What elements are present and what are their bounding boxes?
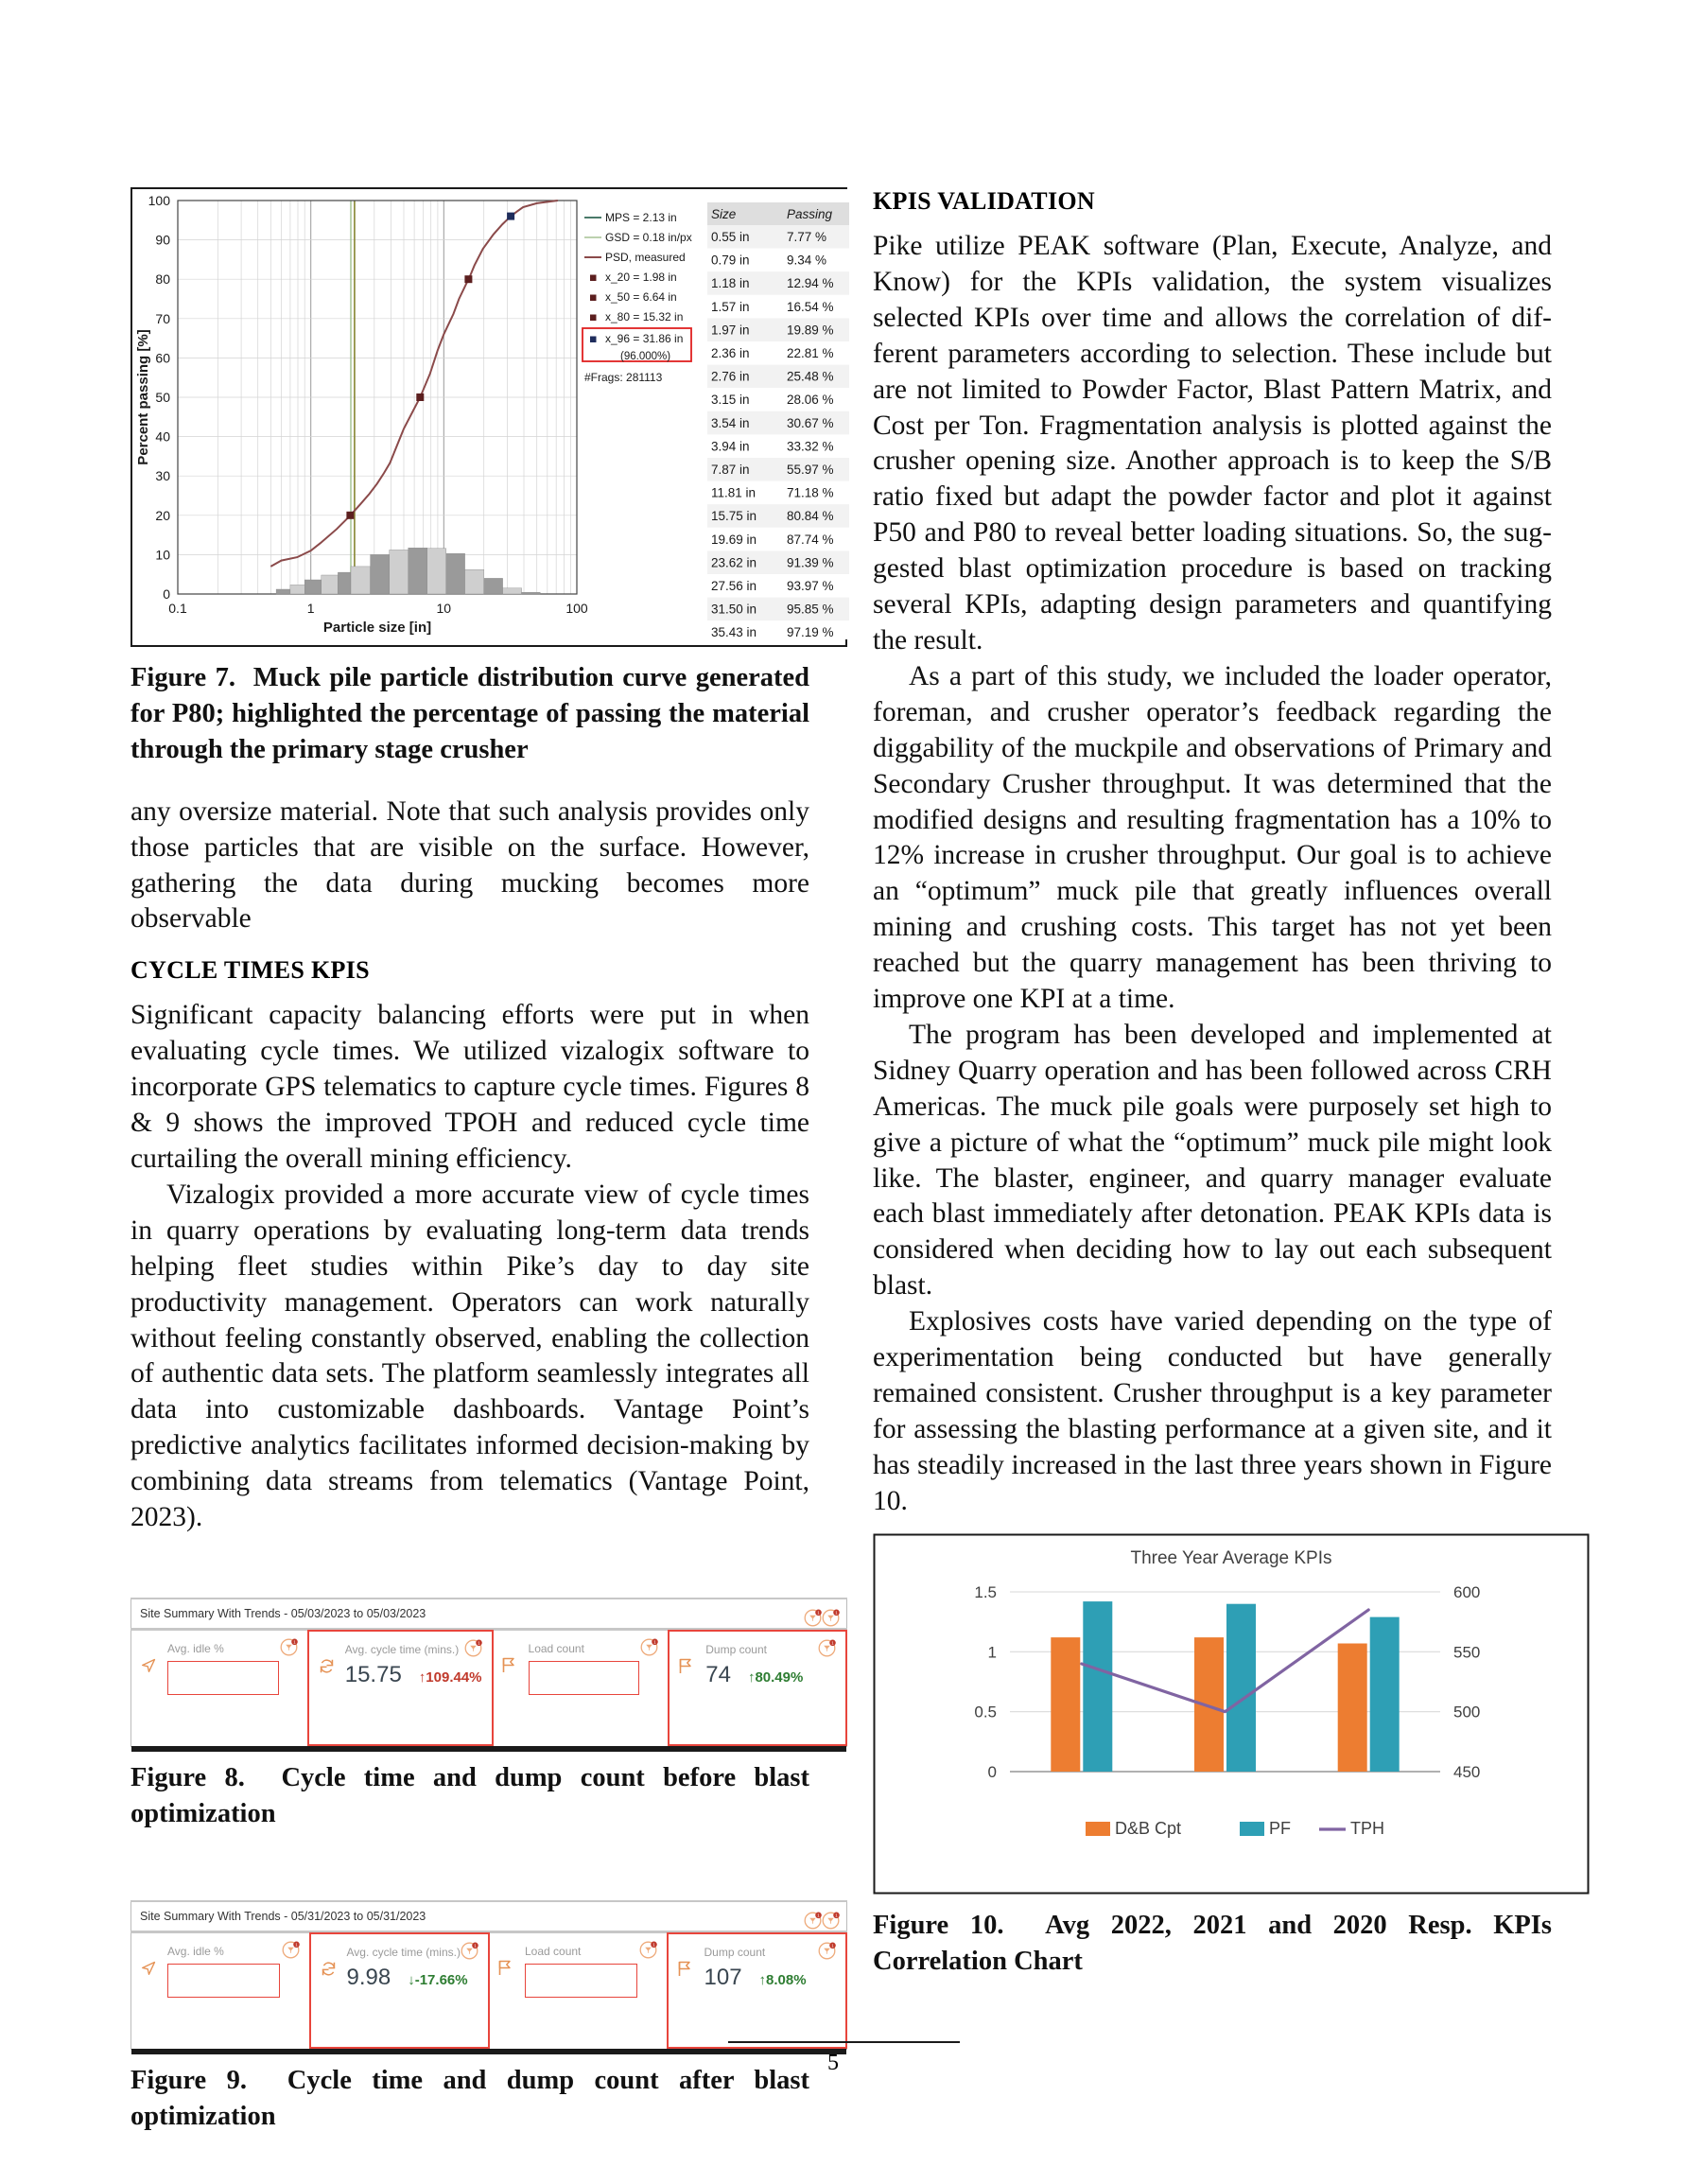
svg-text:10: 10 [437,601,452,616]
svg-text:95.85 %: 95.85 % [787,603,834,617]
svg-text:19.89 %: 19.89 % [787,323,834,337]
svg-text:MPS = 2.13 in: MPS = 2.13 in [605,211,677,224]
svg-text:0: 0 [988,1763,997,1781]
svg-text:Particle size [in]: Particle size [in] [323,620,431,636]
svg-text:7.77 %: 7.77 % [787,230,826,244]
svg-text:600: 600 [1453,1583,1480,1601]
svg-text:1: 1 [988,1643,997,1661]
svg-text:450: 450 [1453,1763,1480,1781]
svg-text:3.15 in: 3.15 in [711,393,750,407]
svg-text:7.87 in: 7.87 in [711,463,750,477]
svg-text:16.54 %: 16.54 % [787,300,834,314]
svg-text:93.97 %: 93.97 % [787,579,834,593]
svg-text:x_50 = 6.64 in: x_50 = 6.64 in [605,290,677,304]
svg-text:2.76 in: 2.76 in [711,370,750,384]
svg-text:31.50 in: 31.50 in [711,603,757,617]
svg-text:80: 80 [155,271,170,287]
svg-text:0.5: 0.5 [974,1703,997,1721]
svg-text:x_20 = 1.98 in: x_20 = 1.98 in [605,271,677,284]
svg-text:9.34 %: 9.34 % [787,253,826,268]
svg-text:PF: PF [1269,1819,1291,1838]
svg-text:80.84 %: 80.84 % [787,509,834,523]
svg-text:2.36 in: 2.36 in [711,346,750,360]
svg-text:11.81 in: 11.81 in [711,486,756,500]
svg-text:71.18 %: 71.18 % [787,486,834,500]
svg-text:0: 0 [163,586,170,602]
svg-text:Percent passing [%]: Percent passing [%] [135,329,151,464]
svg-text:D&B Cpt: D&B Cpt [1115,1819,1181,1838]
svg-text:15.75 in: 15.75 in [711,509,757,523]
svg-text:3.94 in: 3.94 in [711,439,750,453]
svg-text:60: 60 [155,350,170,365]
svg-text:70: 70 [155,311,170,326]
svg-text:#Frags: 281113: #Frags: 281113 [584,371,663,384]
svg-text:12.94 %: 12.94 % [787,276,834,290]
svg-text:500: 500 [1453,1703,1480,1721]
svg-text:30.67 %: 30.67 % [787,416,834,430]
svg-text:1.5: 1.5 [974,1583,997,1601]
svg-text:0.79 in: 0.79 in [711,253,750,268]
svg-text:PSD, measured: PSD, measured [605,251,686,264]
svg-text:87.74 %: 87.74 % [787,533,834,547]
svg-text:(96.000%): (96.000%) [620,351,670,362]
svg-text:550: 550 [1453,1643,1480,1661]
svg-text:91.39 %: 91.39 % [787,555,834,569]
svg-text:0.1: 0.1 [168,601,187,616]
svg-text:1.57 in: 1.57 in [711,300,750,314]
svg-text:GSD = 0.18 in/px: GSD = 0.18 in/px [605,231,692,244]
svg-text:Three Year Average KPIs: Three Year Average KPIs [1130,1548,1331,1568]
svg-text:35.43 in: 35.43 in [711,625,757,639]
svg-text:1: 1 [307,601,315,616]
svg-text:100: 100 [148,193,171,208]
svg-text:x_80 = 15.32 in: x_80 = 15.32 in [605,310,683,323]
svg-text:23.62 in: 23.62 in [711,555,757,569]
svg-text:100: 100 [565,601,588,616]
svg-text:TPH: TPH [1350,1819,1384,1838]
svg-text:22.81 %: 22.81 % [787,346,834,360]
svg-text:90: 90 [155,233,170,248]
svg-text:27.56 in: 27.56 in [711,579,757,593]
svg-text:40: 40 [155,429,170,445]
svg-text:x_96 = 31.86 in: x_96 = 31.86 in [605,332,683,345]
svg-text:19.69 in: 19.69 in [711,533,757,547]
svg-text:97.19 %: 97.19 % [787,625,834,639]
svg-text:30: 30 [155,468,170,483]
svg-text:1.97 in: 1.97 in [711,323,750,337]
svg-text:50: 50 [155,390,170,405]
svg-text:1.18 in: 1.18 in [711,276,750,290]
svg-text:Passing: Passing [787,207,833,221]
svg-text:20: 20 [155,508,170,523]
svg-text:10: 10 [155,547,170,562]
svg-text:3.54 in: 3.54 in [711,416,750,430]
svg-text:0.55 in: 0.55 in [711,230,750,244]
svg-text:25.48 %: 25.48 % [787,370,834,384]
svg-text:Size: Size [711,207,736,221]
svg-text:28.06 %: 28.06 % [787,393,834,407]
svg-text:33.32 %: 33.32 % [787,439,834,453]
svg-text:55.97 %: 55.97 % [787,463,834,477]
